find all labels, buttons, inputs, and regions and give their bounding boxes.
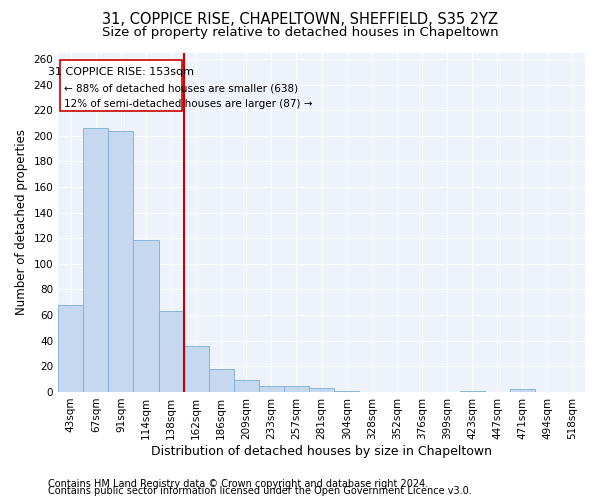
Bar — [284, 386, 309, 392]
Text: 31 COPPICE RISE: 153sqm: 31 COPPICE RISE: 153sqm — [48, 66, 194, 76]
Text: Size of property relative to detached houses in Chapeltown: Size of property relative to detached ho… — [101, 26, 499, 39]
Bar — [309, 388, 334, 392]
Bar — [158, 312, 184, 392]
Bar — [460, 390, 485, 392]
Bar — [109, 130, 133, 392]
Text: Contains HM Land Registry data © Crown copyright and database right 2024.: Contains HM Land Registry data © Crown c… — [48, 479, 428, 489]
Bar — [259, 386, 284, 392]
Text: ← 88% of detached houses are smaller (638): ← 88% of detached houses are smaller (63… — [64, 83, 298, 93]
Text: Contains public sector information licensed under the Open Government Licence v3: Contains public sector information licen… — [48, 486, 472, 496]
Bar — [209, 369, 234, 392]
Bar — [510, 390, 535, 392]
Bar — [58, 305, 83, 392]
Bar — [184, 346, 209, 392]
X-axis label: Distribution of detached houses by size in Chapeltown: Distribution of detached houses by size … — [151, 444, 492, 458]
Bar — [83, 128, 109, 392]
Bar — [133, 240, 158, 392]
FancyBboxPatch shape — [60, 60, 182, 112]
Y-axis label: Number of detached properties: Number of detached properties — [15, 129, 28, 315]
Text: 31, COPPICE RISE, CHAPELTOWN, SHEFFIELD, S35 2YZ: 31, COPPICE RISE, CHAPELTOWN, SHEFFIELD,… — [102, 12, 498, 28]
Text: 12% of semi-detached houses are larger (87) →: 12% of semi-detached houses are larger (… — [64, 98, 313, 108]
Bar — [334, 390, 359, 392]
Bar — [234, 380, 259, 392]
